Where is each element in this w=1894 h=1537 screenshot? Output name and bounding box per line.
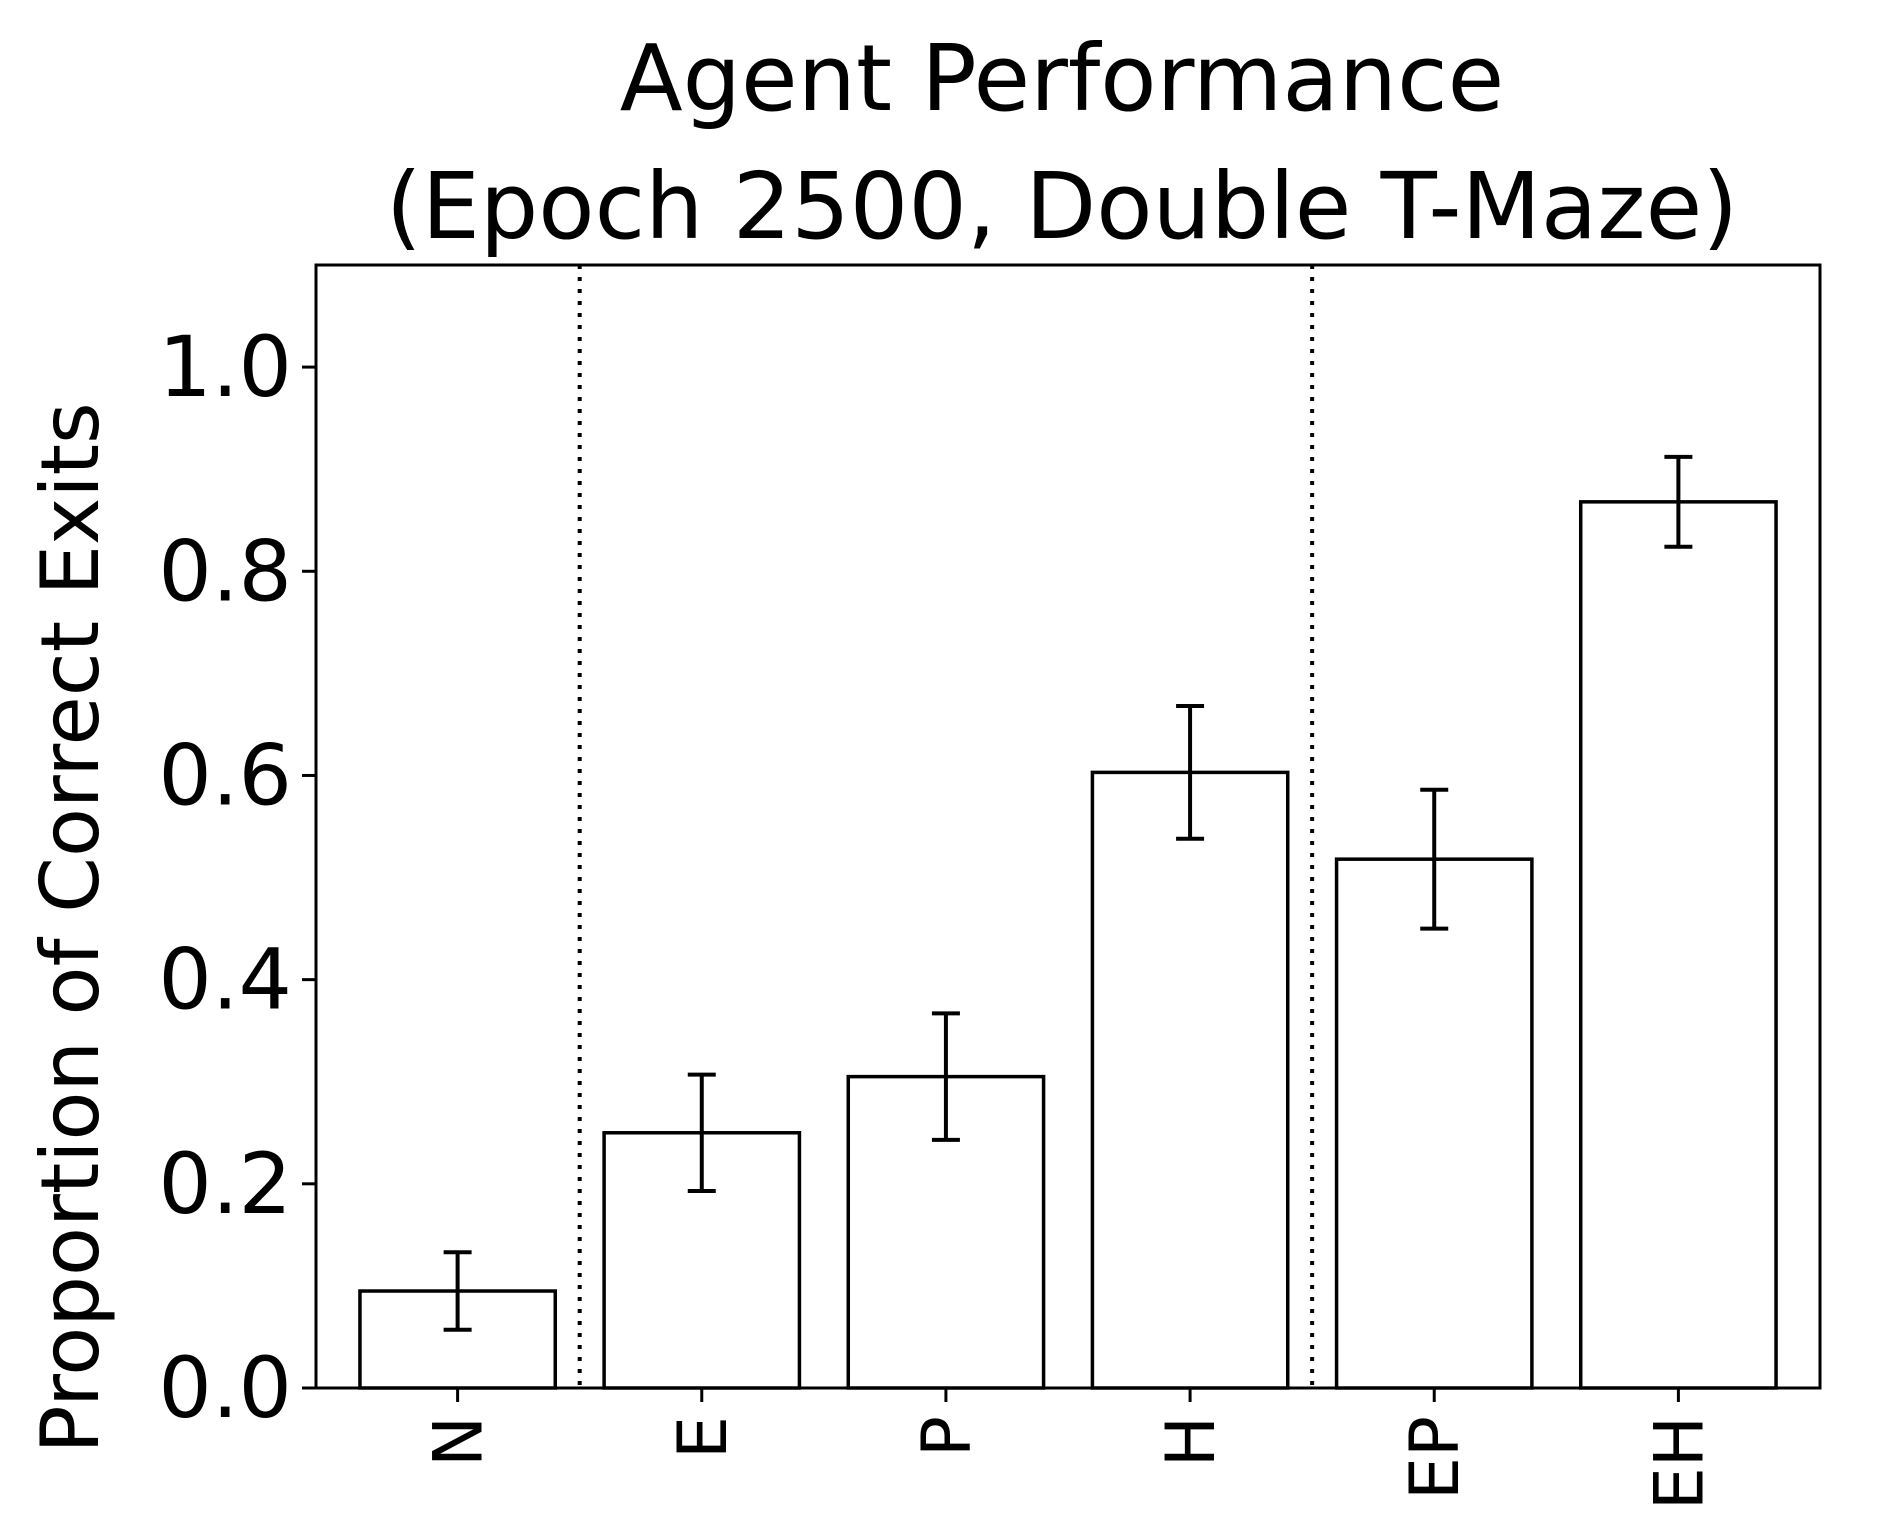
chart-title-line2: (Epoch 2500, Double T-Maze) xyxy=(386,153,1738,260)
plot-area: 0.00.20.40.60.81.0N E P H EP EH xyxy=(158,263,1822,1510)
y-tick-label-0: 0.0 xyxy=(158,1339,292,1437)
x-tick-label-p: P xyxy=(908,1416,987,1457)
x-tick-label-ep: EP xyxy=(1396,1416,1475,1500)
y-tick-label-2: 0.4 xyxy=(158,931,292,1029)
bar-eh xyxy=(1578,500,1778,1390)
y-tick-label-3: 0.6 xyxy=(158,726,292,824)
bar-ep xyxy=(1334,857,1534,1390)
y-tick-label-5: 1.0 xyxy=(158,318,292,416)
bar-h xyxy=(1090,770,1290,1390)
x-tick-label-e: E xyxy=(664,1416,743,1459)
y-tick-label-4: 0.8 xyxy=(158,522,292,620)
y-tick-label-1: 0.2 xyxy=(158,1135,292,1233)
plot-frame xyxy=(314,263,1822,1390)
x-tick-label-n: N xyxy=(420,1416,499,1467)
y-axis-label: Proportion of Correct Exits xyxy=(24,402,117,1453)
x-tick-label-h: H xyxy=(1152,1416,1231,1467)
x-tick-label-eh: EH xyxy=(1640,1416,1719,1510)
chart-title-line1: Agent Performance xyxy=(620,25,1505,132)
